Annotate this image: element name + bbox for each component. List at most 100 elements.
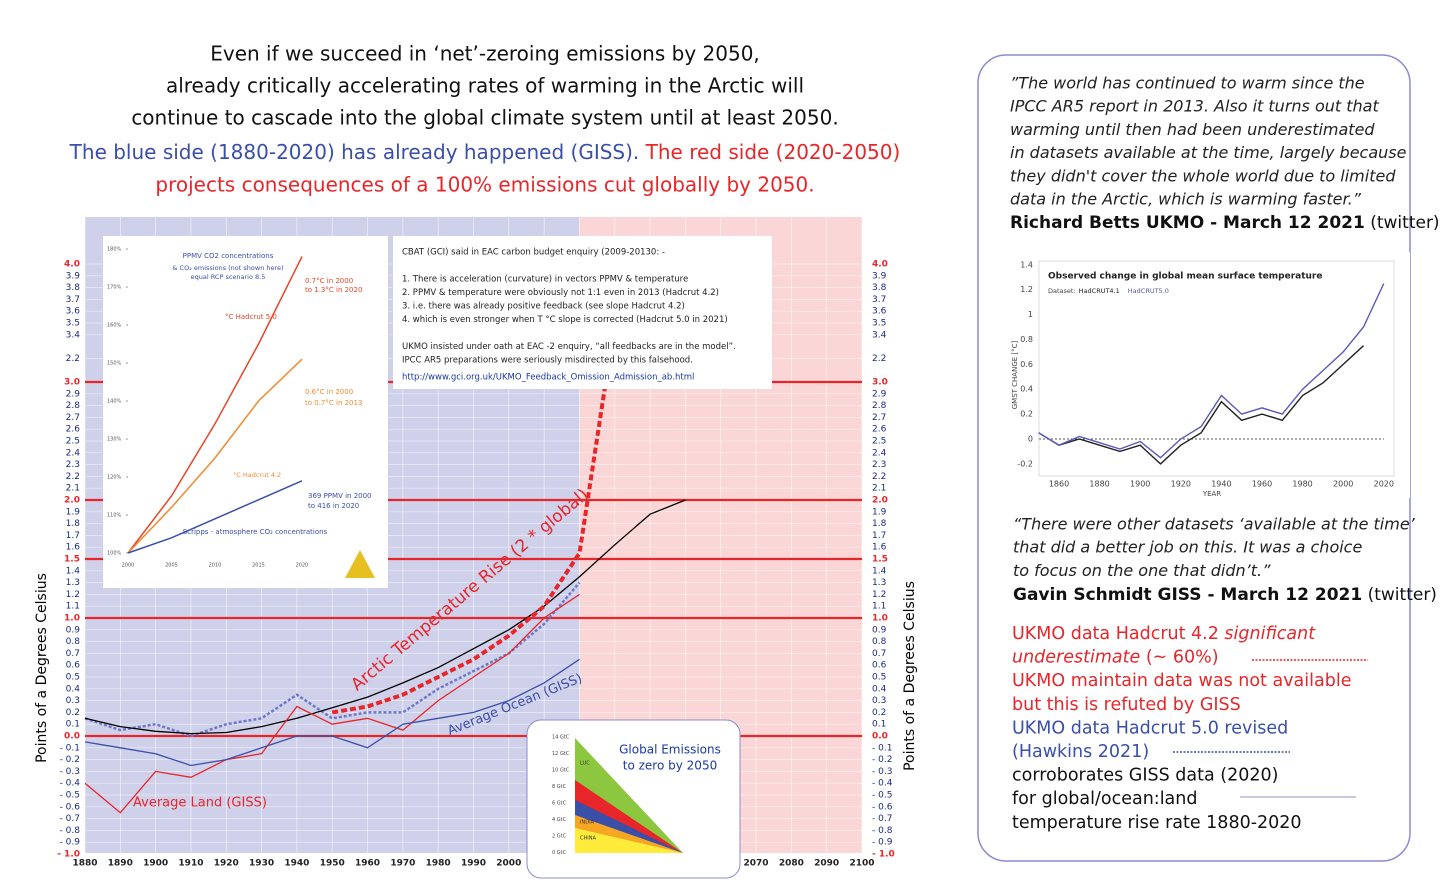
y-tick-label: - 0.9 [872,838,893,848]
series-line [1038,345,1364,465]
x-tick-label: 1920 [214,859,239,869]
y-tick-label: 1.3 [66,578,80,588]
logo [345,550,375,578]
y-tick-label: - 0.2 [872,755,892,765]
y-tick-label: 110% [107,513,122,519]
y-tick-label: 0.8 [66,637,81,647]
note-line: UKMO insisted under oath at EAC -2 enqui… [402,342,736,352]
y-tick-label: 2.4 [66,448,81,458]
y-tick-label: 2.3 [66,460,80,470]
x-tick-label: 1880 [72,859,97,869]
y-tick-label: 1.6 [872,543,887,553]
y-tick-label: - 0.9 [60,838,81,848]
statement-segment: for global/ocean:land [1012,789,1198,809]
x-tick-label: 2010 [209,563,222,569]
y-tick-label: 3.8 [872,283,887,293]
y-tick-label: 3.8 [66,283,81,293]
sector-label: INDIA [580,820,595,826]
series-line [1038,283,1385,459]
y-tick-label: - 0.6 [60,802,81,812]
y-tick-label: 1.2 [66,590,80,600]
note-line: IPCC AR5 preparations were seriously mis… [402,356,693,366]
x-tick-label: 1880 [1089,480,1109,489]
y-tick-label: - 0.1 [60,743,80,753]
y-tick-label: - 0.5 [60,791,80,801]
legend-entry: HadCRUT5.0 [1128,287,1169,295]
y-tick-label: 2.5 [872,437,886,447]
x-axis-label: YEAR [1202,490,1221,498]
y-tick-label: 140% [107,399,122,405]
note-box [393,236,772,389]
y-tick-label: 0.5 [872,673,886,683]
y-tick-label: 3.5 [66,319,80,329]
legend: Dataset: HadCRUT4.1 HadCRUT5.0 [1048,287,1169,295]
statement-line: underestimate (~ 60%) [1012,648,1219,668]
statement-segment: but this is refuted by GISS [1012,695,1241,715]
y-tick-label: 0.9 [66,625,81,635]
y-tick-label: 3.6 [66,307,81,317]
series-label: Scripps - atmosphere CO₂ concentrations [183,528,328,536]
y-tick-label: 2.5 [66,437,80,447]
y-tick-label: 3.0 [64,378,80,388]
series-label: Average Land (GISS) [133,796,267,811]
x-tick-label: 2080 [779,859,804,869]
headline: continue to cascade into the global clim… [131,106,838,130]
y-tick-label: - 0.4 [872,779,893,789]
x-tick-label: 1960 [1252,480,1272,489]
y-tick-label: 1.5 [64,555,80,565]
statement-segment: underestimate [1012,648,1140,668]
series-line [84,581,581,738]
x-tick-label: 2090 [814,859,839,869]
y-tick-label: 1.6 [66,543,81,553]
x-tick-label: 2005 [165,563,178,569]
y-tick-label: 0.7 [66,649,80,659]
quote-line: ”The world has continued to warm since t… [1010,74,1365,93]
y-tick-label: 2.0 [64,496,80,506]
x-tick-label: 1940 [1211,480,1231,489]
inset-title: Observed change in global mean surface t… [1048,272,1322,282]
y-tick-label: 0.5 [66,673,80,683]
annotation: to 1.3°C in 2020 [305,286,362,294]
y-tick-label: - 1.0 [872,850,895,860]
y-tick-label: 1.1 [872,602,886,612]
y-tick-label: 2.9 [872,389,887,399]
y-tick-label: 1.9 [66,507,81,517]
series-line [84,593,580,814]
y-tick-label: 2.6 [872,425,887,435]
note-line: CBAT (GCI) said in EAC carbon budget enq… [402,248,665,258]
headline: The blue side (1880-2020) has already ha… [69,140,901,164]
y-tick-label: 0.1 [872,720,886,730]
x-tick-label: 1970 [390,859,415,869]
y-tick-label: 0.8 [1020,335,1033,344]
inset-title: to zero by 2050 [623,759,717,773]
y-tick-label: - 0.8 [60,826,81,836]
y-tick-label: -0.2 [1017,459,1033,468]
y-tick-label: 0.2 [66,708,80,718]
y-tick-label: - 0.7 [872,814,892,824]
y-tick-label: 0.0 [64,732,80,742]
y-tick-label: 3.0 [872,378,888,388]
y-tick-label: 2.2 [66,354,80,364]
y-tick-label: 2.8 [66,401,81,411]
y-tick-label: 2.2 [872,354,886,364]
statement-segment: significant [1224,624,1316,644]
statement-segment: (Hawkins 2021) [1012,742,1149,762]
quote-line: that did a better job on this. It was a … [1013,538,1362,557]
y-tick-label: 1.2 [1020,285,1033,294]
y-tick-label: 2.4 [872,448,887,458]
series-label: °C Hadcrut 4.2 [233,471,281,479]
inset-subtitle: equal RCP scenario 8.5 [191,273,266,281]
inset-box [996,252,1410,498]
statement-segment: UKMO data Hadcrut 5.0 revised [1012,718,1288,738]
y-tick-label: 3.5 [872,319,886,329]
statement-segment: UKMO data Hadcrut 4.2 [1012,624,1224,644]
statement-line: UKMO data Hadcrut 5.0 revised [1012,718,1288,738]
x-tick-label: 2000 [1333,480,1353,489]
y-tick-label: 8 GtC [552,784,567,790]
inset-title: Global Emissions [619,743,721,757]
y-tick-label: 1.8 [66,519,81,529]
author-source: (twitter) [1365,213,1440,233]
author-name: Gavin Schmidt GISS - March 12 2021 [1013,585,1362,605]
y-tick-label: - 0.4 [60,779,81,789]
y-tick-label: 160% [107,323,122,329]
